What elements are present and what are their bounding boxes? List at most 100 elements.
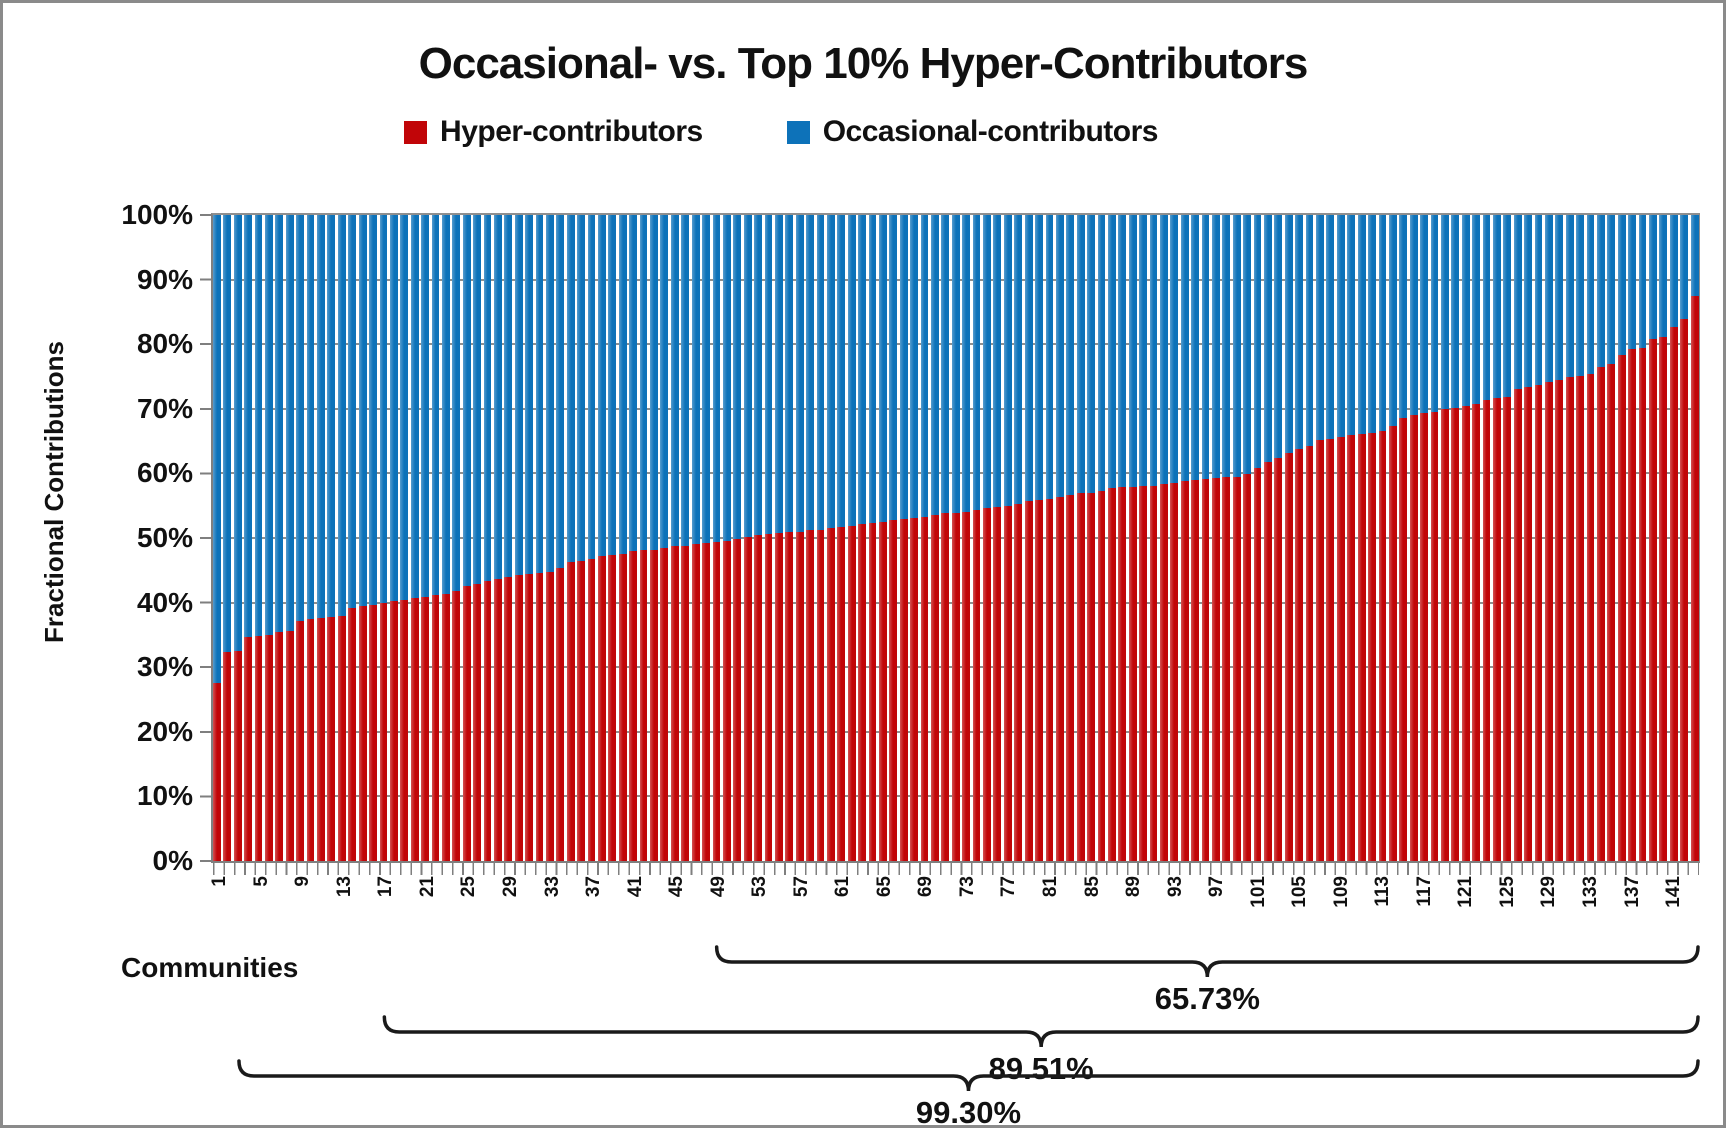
stacked-bar-community-72 — [951, 215, 960, 861]
x-tick-label-109: 109 — [1330, 876, 1352, 908]
occasional-segment — [1347, 215, 1356, 435]
occasional-segment — [629, 215, 638, 551]
hyper-segment — [587, 559, 596, 861]
occasional-segment — [1420, 215, 1428, 414]
stacked-bar-community-120 — [1451, 215, 1460, 861]
hyper-segment — [941, 513, 950, 861]
occasional-segment — [452, 215, 461, 591]
x-axis-title: Communities — [121, 952, 299, 983]
stacked-bar-community-13 — [337, 215, 346, 861]
stacked-bar-community-64 — [868, 215, 877, 861]
occasional-contributors-swatch-icon — [786, 120, 810, 144]
stacked-bar-community-105 — [1295, 215, 1304, 861]
stacked-bar-community-60 — [826, 215, 835, 861]
hyper-segment — [764, 534, 773, 861]
stacked-bar-community-118 — [1430, 215, 1439, 861]
stacked-bar-community-115 — [1399, 215, 1408, 861]
stacked-bar-community-5 — [254, 215, 263, 861]
hyper-segment — [369, 605, 377, 861]
occasional-segment — [265, 215, 273, 635]
stacked-bar-community-122 — [1472, 215, 1480, 861]
x-tick-label-73: 73 — [956, 876, 978, 898]
occasional-segment — [1149, 215, 1158, 486]
hyper-segment — [421, 596, 429, 861]
x-tick-label-81: 81 — [1039, 876, 1061, 898]
hyper-segment — [795, 531, 804, 861]
hyper-segment — [1545, 381, 1553, 861]
occasional-segment — [608, 215, 617, 555]
occasional-segment — [681, 215, 690, 546]
occasional-segment — [1482, 215, 1491, 401]
occasional-segment — [1545, 215, 1553, 382]
stacked-bars — [213, 215, 1699, 861]
occasional-segment — [1170, 215, 1179, 484]
hyper-segment — [317, 618, 325, 861]
x-tick-label-97: 97 — [1206, 876, 1228, 898]
stacked-bar-community-101 — [1253, 215, 1262, 861]
stacked-bar-community-89 — [1128, 215, 1137, 861]
occasional-segment — [400, 215, 409, 601]
occasional-segment — [233, 215, 242, 652]
occasional-segment — [421, 215, 429, 597]
stacked-bar-community-25 — [462, 215, 471, 861]
hyper-segment — [660, 547, 669, 861]
x-tick-label-37: 37 — [583, 876, 605, 898]
occasional-segment — [826, 215, 835, 529]
hyper-segment — [1118, 486, 1127, 861]
occasional-segment — [733, 215, 742, 540]
occasional-segment — [1617, 215, 1626, 356]
occasional-segment — [358, 215, 367, 607]
occasional-segment — [1316, 215, 1324, 440]
stacked-bar-community-37 — [587, 215, 596, 861]
y-tick-label-30%: 30% — [136, 651, 193, 683]
stacked-bar-community-117 — [1420, 215, 1428, 861]
stacked-bar-community-26 — [473, 215, 481, 861]
occasional-segment — [504, 215, 513, 577]
stacked-bar-community-35 — [566, 215, 575, 861]
stacked-bar-community-44 — [660, 215, 669, 861]
hyper-segment — [306, 619, 315, 861]
hyper-segment — [702, 543, 710, 861]
stacked-bar-community-104 — [1284, 215, 1293, 861]
stacked-bar-community-77 — [1003, 215, 1012, 861]
hyper-segment — [806, 530, 814, 861]
occasional-segment — [670, 215, 679, 547]
hyper-segment — [1534, 384, 1543, 861]
hyper-segment — [223, 652, 232, 861]
stacked-bar-community-142 — [1680, 215, 1689, 861]
bracket-89.51% — [382, 1015, 1700, 1048]
hyper-segment — [1472, 404, 1480, 861]
stacked-bar-community-61 — [837, 215, 846, 861]
occasional-segment — [1222, 215, 1231, 478]
hyper-segment — [889, 519, 898, 861]
stacked-bar-community-63 — [858, 215, 866, 861]
occasional-segment — [1524, 215, 1532, 387]
stacked-bar-community-73 — [962, 215, 971, 861]
occasional-segment — [639, 215, 648, 551]
hyper-segment — [639, 550, 648, 861]
x-tick-label-33: 33 — [541, 876, 563, 898]
stacked-bar-community-40 — [618, 215, 627, 861]
stacked-bar-community-57 — [795, 215, 804, 861]
stacked-bar-community-128 — [1534, 215, 1543, 861]
occasional-segment — [1680, 215, 1689, 319]
occasional-segment — [1212, 215, 1220, 478]
occasional-segment — [764, 215, 773, 535]
stacked-bar-community-19 — [400, 215, 409, 861]
hyper-segment — [1690, 296, 1699, 861]
x-tick-label-89: 89 — [1123, 876, 1145, 898]
bracket-label-99.30%: 99.30% — [916, 1095, 1021, 1125]
stacked-bar-community-113 — [1378, 215, 1387, 861]
hyper-segment — [1149, 485, 1158, 861]
occasional-segment — [546, 215, 554, 572]
stacked-bar-community-97 — [1212, 215, 1220, 861]
hyper-segment — [327, 616, 336, 861]
hyper-segment — [629, 550, 638, 861]
occasional-segment — [889, 215, 898, 520]
hyper-segment — [983, 508, 991, 861]
occasional-segment — [1513, 215, 1522, 389]
stacked-bar-community-109 — [1336, 215, 1345, 861]
occasional-segment — [1107, 215, 1116, 489]
hyper-segment — [1430, 412, 1439, 861]
y-tick-label-90%: 90% — [136, 263, 193, 295]
